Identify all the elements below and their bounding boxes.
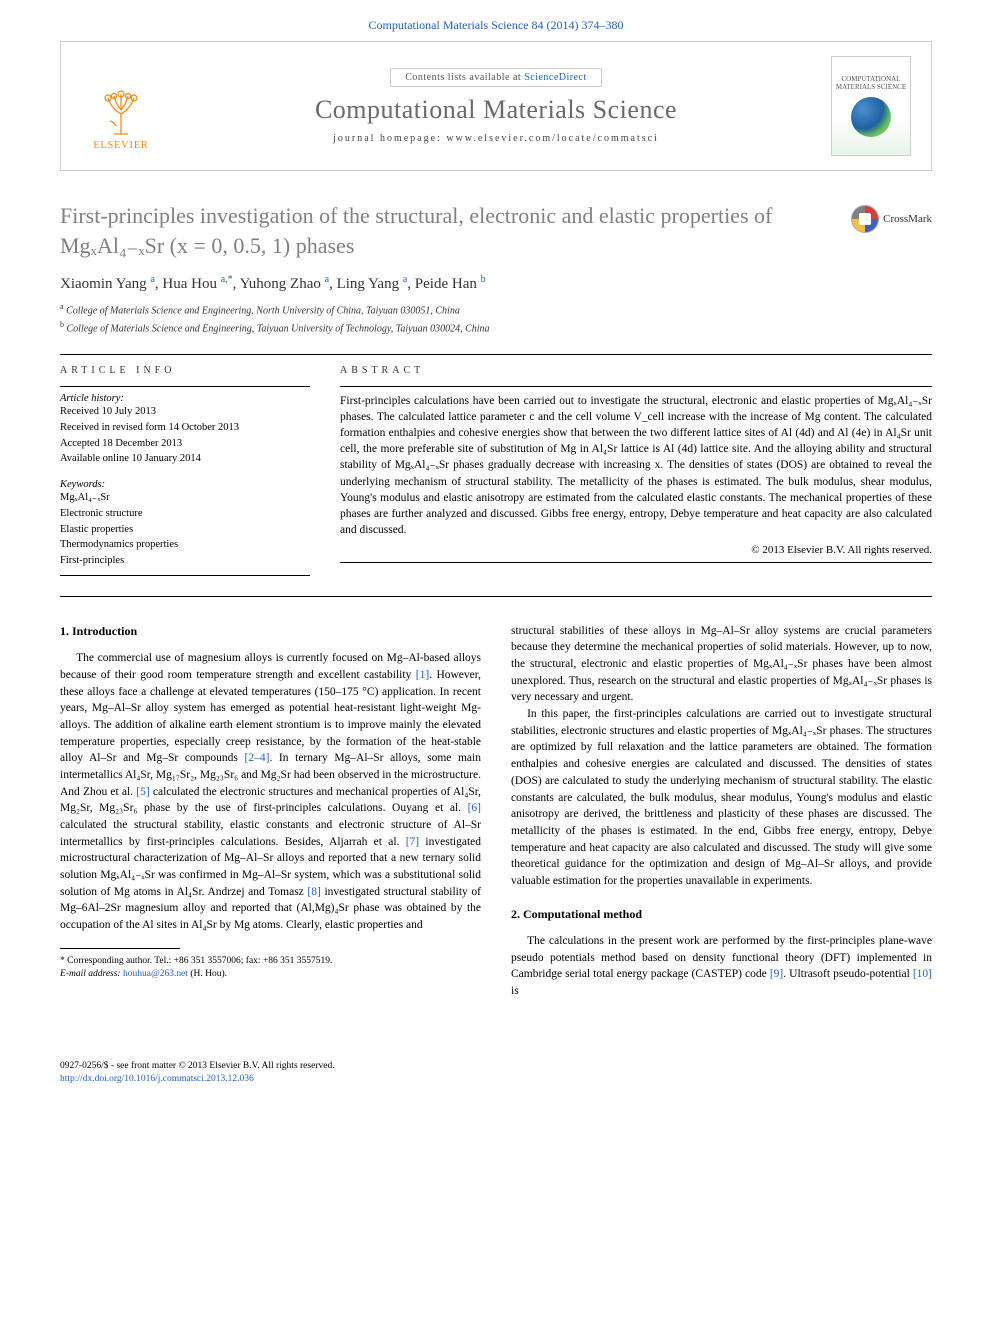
abstract-copyright: © 2013 Elsevier B.V. All rights reserved… — [340, 544, 932, 556]
section-2-heading: 2. Computational method — [511, 906, 932, 923]
keyword-item: Electronic structure — [60, 506, 310, 522]
citation-link[interactable]: Computational Materials Science 84 (2014… — [369, 18, 624, 32]
keyword-item: MgₓAl₄₋ₓSr — [60, 490, 310, 506]
divider — [340, 562, 932, 563]
divider — [60, 596, 932, 597]
affiliations: a College of Materials Science and Engin… — [60, 301, 932, 336]
email-who: (H. Hou). — [190, 969, 227, 979]
journal-cover: COMPUTATIONAL MATERIALS SCIENCE — [831, 56, 911, 156]
doi-link[interactable]: http://dx.doi.org/10.1016/j.commatsci.20… — [60, 1074, 254, 1084]
divider — [60, 386, 310, 387]
corr-text: * Corresponding author. Tel.: +86 351 35… — [60, 956, 332, 966]
article-title: First-principles investigation of the st… — [60, 201, 831, 260]
affiliation-a: College of Materials Science and Enginee… — [66, 306, 460, 317]
article-info-column: ARTICLE INFO Article history: Received 1… — [60, 365, 310, 582]
crossmark-widget[interactable]: CrossMark — [851, 205, 932, 233]
keyword-item: First-principles — [60, 553, 310, 569]
journal-homepage: journal homepage: www.elsevier.com/locat… — [333, 133, 659, 144]
method-p1: The calculations in the present work are… — [511, 933, 932, 1000]
article-info-heading: ARTICLE INFO — [60, 365, 310, 376]
keyword-item: Thermodynamics properties — [60, 537, 310, 553]
author-email-link[interactable]: houhua@263.net — [123, 969, 188, 979]
publisher-name: ELSEVIER — [93, 140, 148, 151]
email-label: E-mail address: — [60, 969, 121, 979]
footer-line1: 0927-0256/$ - see front matter © 2013 El… — [60, 1060, 932, 1073]
intro-p2: structural stabilities of these alloys i… — [511, 623, 932, 706]
history-item: Available online 10 January 2014 — [60, 451, 310, 467]
publisher-logo: ELSEVIER — [81, 61, 161, 151]
crossmark-label: CrossMark — [883, 213, 932, 225]
contents-lists: Contents lists available at ScienceDirec… — [390, 68, 602, 87]
intro-p3: In this paper, the first-principles calc… — [511, 706, 932, 889]
body-columns: 1. Introduction The commercial use of ma… — [60, 623, 932, 1000]
abstract-column: ABSTRACT First-principles calculations h… — [340, 365, 932, 582]
abstract-text: First-principles calculations have been … — [340, 393, 932, 538]
journal-name: Computational Materials Science — [315, 95, 677, 125]
crossmark-icon — [851, 205, 879, 233]
keywords-label: Keywords: — [60, 479, 310, 490]
history-item: Received in revised form 14 October 2013 — [60, 420, 310, 436]
footnote-divider — [60, 948, 180, 949]
abstract-heading: ABSTRACT — [340, 365, 932, 376]
divider — [60, 575, 310, 576]
divider — [340, 386, 932, 387]
history-label: Article history: — [60, 393, 310, 404]
keyword-item: Elastic properties — [60, 522, 310, 538]
contents-label: Contents lists available at — [405, 72, 521, 83]
corresponding-author-footnote: * Corresponding author. Tel.: +86 351 35… — [60, 955, 481, 982]
sciencedirect-link[interactable]: ScienceDirect — [524, 72, 587, 83]
history-item: Received 10 July 2013 — [60, 404, 310, 420]
authors-line: Xiaomin Yang a, Hua Hou a,*, Yuhong Zhao… — [60, 274, 932, 293]
elsevier-tree-icon — [96, 86, 146, 136]
page-footer: 0927-0256/$ - see front matter © 2013 El… — [60, 1060, 932, 1087]
divider — [60, 354, 932, 355]
intro-p1: The commercial use of magnesium alloys i… — [60, 650, 481, 933]
cover-title: COMPUTATIONAL MATERIALS SCIENCE — [832, 75, 910, 91]
history-item: Accepted 18 December 2013 — [60, 436, 310, 452]
section-1-heading: 1. Introduction — [60, 623, 481, 640]
affiliation-b: College of Materials Science and Enginee… — [67, 323, 490, 334]
cover-art-icon — [851, 97, 891, 137]
journal-masthead: ELSEVIER Contents lists available at Sci… — [60, 41, 932, 171]
